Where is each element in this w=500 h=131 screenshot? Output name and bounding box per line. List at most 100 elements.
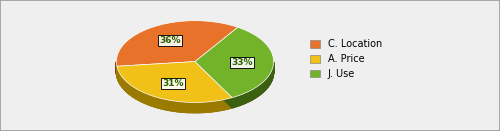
Polygon shape [190, 102, 192, 113]
Polygon shape [199, 102, 200, 113]
Polygon shape [195, 27, 274, 98]
Polygon shape [248, 91, 250, 102]
Polygon shape [202, 102, 203, 113]
Polygon shape [174, 101, 176, 111]
Polygon shape [168, 100, 169, 110]
Polygon shape [234, 97, 235, 107]
Polygon shape [152, 96, 153, 106]
Polygon shape [220, 100, 221, 111]
Polygon shape [176, 101, 177, 112]
Polygon shape [116, 31, 274, 113]
Polygon shape [160, 98, 161, 109]
Polygon shape [138, 90, 139, 101]
Polygon shape [151, 95, 152, 106]
Polygon shape [235, 97, 236, 107]
Polygon shape [189, 102, 190, 113]
Polygon shape [141, 91, 142, 102]
Polygon shape [117, 62, 195, 77]
Polygon shape [159, 98, 160, 108]
Polygon shape [156, 97, 157, 108]
Polygon shape [254, 88, 255, 99]
Polygon shape [245, 93, 246, 103]
Polygon shape [231, 98, 232, 108]
Polygon shape [213, 101, 214, 112]
Polygon shape [247, 92, 248, 102]
Polygon shape [256, 87, 257, 97]
Polygon shape [252, 89, 253, 100]
Polygon shape [237, 96, 238, 106]
Polygon shape [208, 102, 209, 112]
Polygon shape [158, 98, 159, 108]
Polygon shape [140, 91, 141, 101]
Polygon shape [157, 97, 158, 108]
Legend: C. Location, A. Price, J. Use: C. Location, A. Price, J. Use [308, 37, 384, 81]
Polygon shape [251, 90, 252, 100]
Polygon shape [182, 102, 183, 112]
Polygon shape [233, 97, 234, 108]
Polygon shape [188, 102, 189, 113]
Polygon shape [178, 102, 179, 112]
Polygon shape [225, 99, 226, 110]
Polygon shape [169, 100, 170, 110]
Polygon shape [205, 102, 206, 112]
Polygon shape [200, 102, 202, 113]
Polygon shape [255, 88, 256, 98]
Polygon shape [163, 99, 164, 109]
Polygon shape [224, 99, 225, 110]
Polygon shape [204, 102, 205, 112]
Polygon shape [222, 100, 223, 110]
Polygon shape [192, 102, 193, 113]
Polygon shape [243, 94, 244, 104]
Polygon shape [172, 101, 173, 111]
Polygon shape [195, 102, 196, 113]
Polygon shape [183, 102, 184, 112]
Polygon shape [244, 93, 245, 104]
Polygon shape [239, 95, 240, 106]
Polygon shape [136, 89, 137, 99]
Polygon shape [194, 102, 195, 113]
Polygon shape [155, 97, 156, 107]
Polygon shape [221, 100, 222, 110]
Polygon shape [242, 94, 243, 104]
Polygon shape [146, 94, 147, 104]
Polygon shape [238, 95, 239, 106]
Polygon shape [139, 90, 140, 101]
Polygon shape [143, 92, 144, 103]
Polygon shape [185, 102, 186, 112]
Polygon shape [217, 101, 218, 111]
Polygon shape [116, 21, 238, 66]
Polygon shape [154, 97, 155, 107]
Polygon shape [232, 97, 233, 108]
Polygon shape [236, 96, 237, 107]
Polygon shape [246, 92, 247, 103]
Polygon shape [241, 94, 242, 105]
Text: 33%: 33% [232, 58, 253, 67]
Polygon shape [240, 95, 241, 105]
Polygon shape [148, 94, 149, 105]
Polygon shape [145, 93, 146, 103]
Polygon shape [164, 99, 165, 110]
Polygon shape [212, 101, 213, 112]
Polygon shape [214, 101, 215, 111]
Polygon shape [166, 100, 168, 110]
Polygon shape [142, 92, 143, 102]
Polygon shape [117, 62, 232, 102]
Polygon shape [150, 95, 151, 106]
Polygon shape [197, 102, 198, 113]
Polygon shape [184, 102, 185, 112]
Polygon shape [210, 102, 212, 112]
Polygon shape [147, 94, 148, 105]
Text: 36%: 36% [160, 36, 181, 45]
Polygon shape [198, 102, 199, 113]
Polygon shape [165, 99, 166, 110]
Polygon shape [216, 101, 217, 111]
Polygon shape [180, 102, 182, 112]
Polygon shape [193, 102, 194, 113]
Polygon shape [226, 99, 228, 109]
Polygon shape [218, 100, 220, 111]
Polygon shape [179, 102, 180, 112]
Polygon shape [215, 101, 216, 111]
Polygon shape [177, 101, 178, 112]
Polygon shape [171, 100, 172, 111]
Polygon shape [253, 89, 254, 100]
